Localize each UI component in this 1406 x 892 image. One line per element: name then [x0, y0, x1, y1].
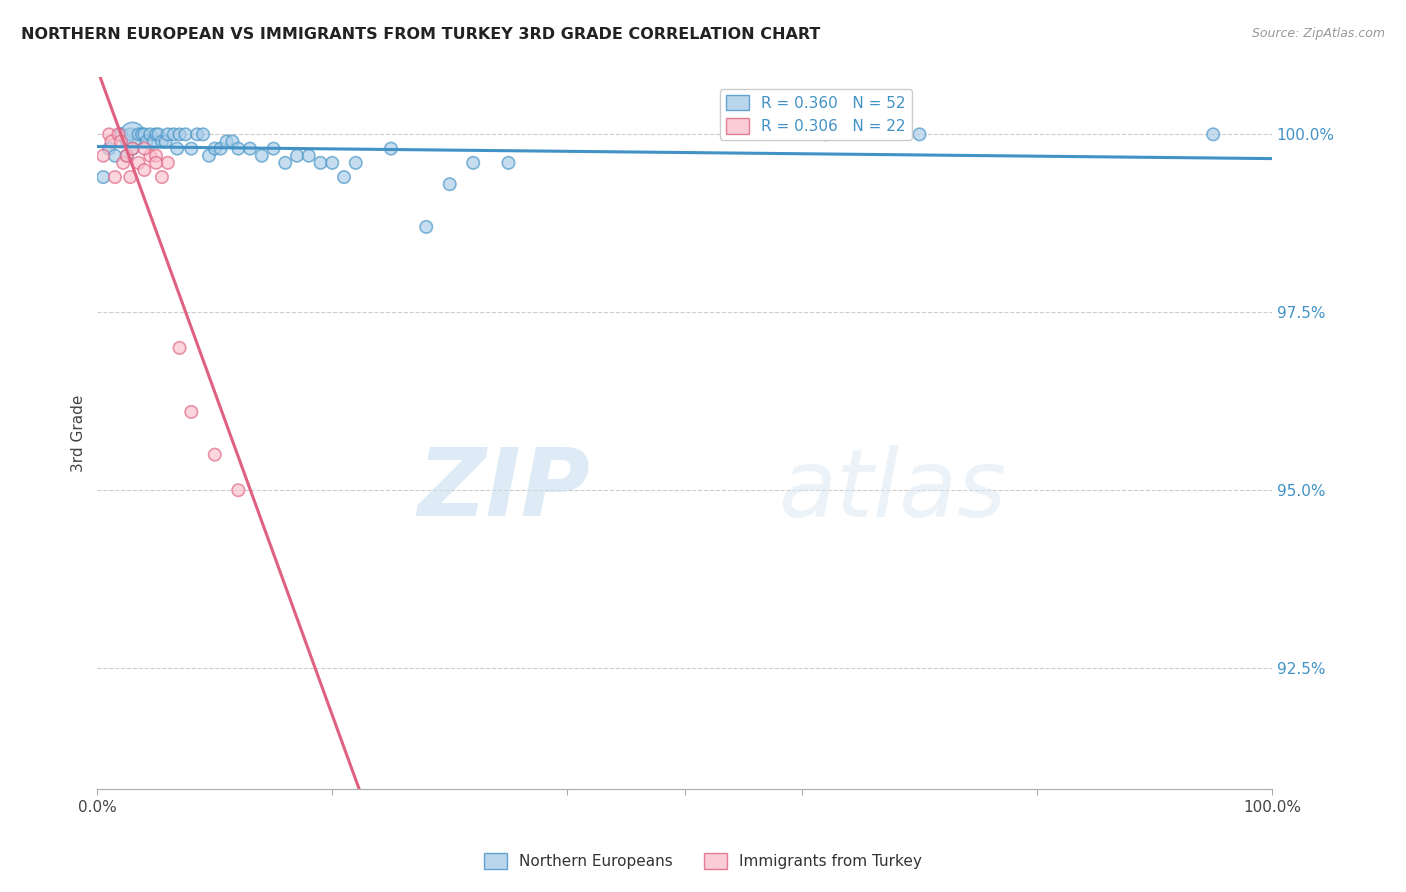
Point — [91, 149, 114, 163]
Point — [131, 128, 153, 142]
Point — [134, 128, 156, 142]
Point — [439, 177, 461, 191]
Point — [110, 128, 132, 142]
Point — [380, 142, 402, 156]
Point — [204, 142, 226, 156]
Point — [150, 135, 173, 149]
Point — [112, 156, 135, 170]
Point — [814, 128, 837, 142]
Point — [321, 156, 343, 170]
Text: NORTHERN EUROPEAN VS IMMIGRANTS FROM TURKEY 3RD GRADE CORRELATION CHART: NORTHERN EUROPEAN VS IMMIGRANTS FROM TUR… — [21, 27, 821, 42]
Point — [139, 149, 162, 163]
Point — [156, 128, 179, 142]
Point — [274, 156, 297, 170]
Point — [250, 149, 273, 163]
Point — [100, 135, 122, 149]
Point — [239, 142, 262, 156]
Point — [121, 128, 143, 142]
Point — [115, 135, 138, 149]
Point — [169, 341, 191, 355]
Point — [163, 128, 186, 142]
Legend: R = 0.360   N = 52, R = 0.306   N = 22: R = 0.360 N = 52, R = 0.306 N = 22 — [720, 88, 912, 140]
Point — [145, 128, 167, 142]
Point — [198, 149, 221, 163]
Point — [110, 135, 132, 149]
Point — [120, 128, 142, 142]
Point — [104, 170, 127, 185]
Point — [139, 128, 162, 142]
Point — [1202, 128, 1225, 142]
Text: Source: ZipAtlas.com: Source: ZipAtlas.com — [1251, 27, 1385, 40]
Point — [498, 156, 520, 170]
Point — [110, 128, 132, 142]
Point — [107, 128, 129, 142]
Point — [98, 128, 121, 142]
Point — [226, 142, 249, 156]
Point — [344, 156, 367, 170]
Point — [134, 142, 156, 156]
Point — [415, 219, 437, 234]
Point — [209, 142, 232, 156]
Point — [115, 149, 138, 163]
Point — [121, 142, 143, 156]
Point — [127, 156, 149, 170]
Y-axis label: 3rd Grade: 3rd Grade — [72, 394, 86, 472]
Point — [285, 149, 308, 163]
Point — [91, 170, 114, 185]
Point — [221, 135, 243, 149]
Point — [115, 149, 138, 163]
Point — [145, 156, 167, 170]
Point — [180, 405, 202, 419]
Point — [155, 135, 177, 149]
Point — [309, 156, 332, 170]
Point — [215, 135, 238, 149]
Point — [463, 156, 485, 170]
Text: atlas: atlas — [779, 445, 1007, 536]
Point — [186, 128, 208, 142]
Point — [908, 128, 931, 142]
Point — [169, 128, 191, 142]
Text: ZIP: ZIP — [418, 444, 591, 536]
Point — [174, 128, 197, 142]
Point — [98, 142, 121, 156]
Point — [191, 128, 214, 142]
Point — [142, 135, 165, 149]
Point — [120, 170, 142, 185]
Point — [263, 142, 285, 156]
Point — [145, 149, 167, 163]
Point — [166, 142, 188, 156]
Point — [121, 142, 143, 156]
Point — [333, 170, 356, 185]
Point — [298, 149, 321, 163]
Point — [104, 149, 127, 163]
Point — [135, 135, 157, 149]
Point — [127, 128, 149, 142]
Point — [156, 156, 179, 170]
Point — [148, 128, 170, 142]
Point — [150, 170, 173, 185]
Point — [204, 448, 226, 462]
Legend: Northern Europeans, Immigrants from Turkey: Northern Europeans, Immigrants from Turk… — [478, 847, 928, 875]
Point — [180, 142, 202, 156]
Point — [134, 163, 156, 178]
Point — [226, 483, 249, 498]
